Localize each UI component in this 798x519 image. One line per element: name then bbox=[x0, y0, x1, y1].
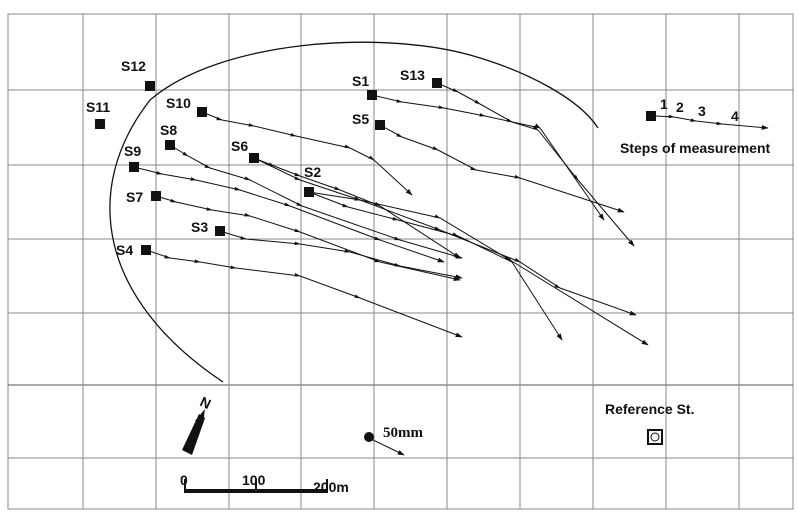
legend-step-3: 3 bbox=[698, 103, 706, 119]
station-label-s3: S3 bbox=[191, 219, 208, 235]
displacement-vector-s5 bbox=[379, 124, 625, 213]
station-label-s10: S10 bbox=[166, 95, 191, 111]
station-marker-s12 bbox=[145, 81, 155, 91]
legend-station-marker bbox=[646, 111, 656, 121]
reference-station-label: Reference St. bbox=[605, 401, 694, 417]
station-label-s9: S9 bbox=[124, 143, 141, 159]
station-marker-s1 bbox=[367, 90, 377, 100]
reference-station-legend: Reference St. bbox=[605, 401, 694, 445]
displacement-vector-s2 bbox=[308, 191, 563, 341]
station-marker-s7 bbox=[151, 191, 161, 201]
station-label-s11: S11 bbox=[86, 99, 110, 115]
station-label-s5: S5 bbox=[352, 111, 369, 127]
displacement-vector-s1 bbox=[371, 94, 605, 221]
displacement-vectors bbox=[133, 82, 649, 346]
scale-tick-0: 0 bbox=[180, 472, 188, 488]
station-marker-s3 bbox=[215, 226, 225, 236]
legend-step-1: 1 bbox=[660, 96, 668, 112]
station-label-s4: S4 bbox=[116, 242, 133, 258]
station-marker-s6 bbox=[249, 153, 259, 163]
vector-scale-dot bbox=[364, 432, 374, 442]
steps-legend-label: Steps of measurement bbox=[620, 140, 770, 156]
station-label-s6: S6 bbox=[231, 138, 248, 154]
station-label-s8: S8 bbox=[160, 122, 177, 138]
scale-tick-100: 100 bbox=[242, 472, 266, 488]
displacement-vector-extra-1 bbox=[308, 191, 649, 346]
landslide-boundary bbox=[109, 41, 599, 383]
steps-legend: 1 2 3 4 Steps of measurement bbox=[620, 96, 770, 156]
displacement-vector-s4 bbox=[145, 249, 463, 338]
vector-scale: 50mm bbox=[364, 425, 423, 456]
scale-bar: 0 100 200m bbox=[180, 472, 349, 495]
scale-tick-200m: 200m bbox=[313, 479, 349, 495]
displacement-vector-s10 bbox=[201, 111, 413, 196]
north-arrow-icon: N bbox=[182, 393, 214, 455]
displacement-vector-s13 bbox=[436, 82, 635, 247]
north-label: N bbox=[198, 393, 214, 412]
station-marker-s11 bbox=[95, 119, 105, 129]
vector-scale-label: 50mm bbox=[383, 425, 423, 441]
legend-step-arrow bbox=[655, 114, 769, 130]
station-label-s2: S2 bbox=[304, 164, 321, 180]
station-label-s7: S7 bbox=[126, 189, 143, 205]
displacement-vector-s8 bbox=[169, 144, 463, 259]
legend-step-2: 2 bbox=[676, 99, 684, 115]
station-label-s1: S1 bbox=[352, 73, 369, 89]
station-marker-s2 bbox=[304, 187, 314, 197]
stations: S1 S2 S3 S4 S5 S6 S7 S8 S9 S10 S11 S12 S13 bbox=[86, 58, 442, 258]
legend-step-4: 4 bbox=[731, 108, 739, 124]
station-label-s13: S13 bbox=[400, 67, 425, 83]
station-label-s12: S12 bbox=[121, 58, 146, 74]
station-marker-s9 bbox=[129, 162, 139, 172]
station-marker-s5 bbox=[375, 120, 385, 130]
station-marker-s8 bbox=[165, 140, 175, 150]
station-marker-s10 bbox=[197, 107, 207, 117]
station-marker-s4 bbox=[141, 245, 151, 255]
station-marker-s13 bbox=[432, 78, 442, 88]
